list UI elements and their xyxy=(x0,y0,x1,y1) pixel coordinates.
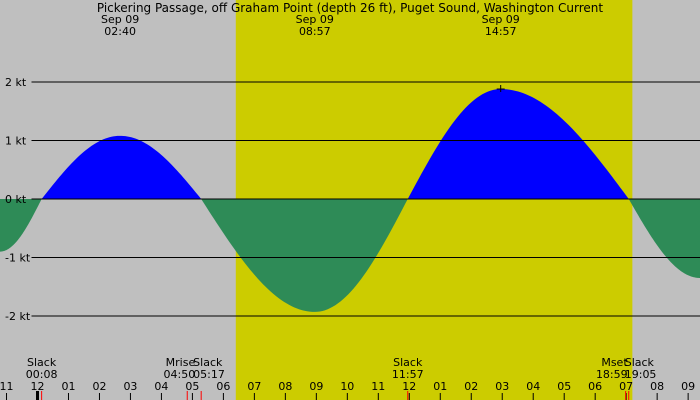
hour-tick-label: 12 xyxy=(31,380,45,393)
hour-tick-label: 01 xyxy=(433,380,447,393)
hour-tick-label: 01 xyxy=(61,380,75,393)
event-label: Slack xyxy=(625,356,655,369)
event-time-label: 18:59 xyxy=(596,368,628,381)
event-label: Slack xyxy=(393,356,423,369)
y-tick-label: 1 kt xyxy=(5,135,27,148)
hour-tick-label: 09 xyxy=(681,380,695,393)
hour-tick-label: 05 xyxy=(185,380,199,393)
y-tick-label: 2 kt xyxy=(5,76,27,89)
hour-tick-label: 06 xyxy=(216,380,230,393)
chart-title: Pickering Passage, off Graham Point (dep… xyxy=(97,1,604,15)
ebb-area xyxy=(628,199,700,278)
hour-tick-label: 08 xyxy=(650,380,664,393)
header-time-label: 14:57 xyxy=(485,25,517,38)
hour-tick-label: 02 xyxy=(92,380,106,393)
header-time-label: 02:40 xyxy=(104,25,136,38)
ebb-area xyxy=(201,199,408,312)
hour-tick-label: 12 xyxy=(402,380,416,393)
y-tick-label: 0 kt xyxy=(5,193,27,206)
hour-tick-label: 04 xyxy=(154,380,168,393)
hour-tick-label: 07 xyxy=(619,380,633,393)
hour-tick-label: 03 xyxy=(123,380,137,393)
hour-tick-label: 09 xyxy=(309,380,323,393)
y-tick-label: -2 kt xyxy=(5,310,31,323)
event-time-label: 19:05 xyxy=(625,368,657,381)
hour-tick-label: 04 xyxy=(526,380,540,393)
event-label: Mrise xyxy=(166,356,196,369)
hour-tick-label: 06 xyxy=(588,380,602,393)
flood-area xyxy=(407,89,629,199)
hour-tick-label: 11 xyxy=(0,380,14,393)
y-tick-label: -1 kt xyxy=(5,252,31,265)
hour-tick-label: 03 xyxy=(495,380,509,393)
hour-tick-label: 10 xyxy=(340,380,354,393)
event-time-label: 00:08 xyxy=(26,368,58,381)
hour-tick-label: 08 xyxy=(278,380,292,393)
event-time-label: 05:17 xyxy=(193,368,225,381)
hour-tick-label: 11 xyxy=(371,380,385,393)
event-time-label: 11:57 xyxy=(392,368,424,381)
hour-tick-label: 07 xyxy=(247,380,261,393)
event-label: Mset xyxy=(601,356,628,369)
hour-tick-label: 05 xyxy=(557,380,571,393)
ebb-area xyxy=(0,199,42,252)
header-time-label: 08:57 xyxy=(299,25,331,38)
hour-tick-label: 02 xyxy=(464,380,478,393)
header-date-label: Sep 09 xyxy=(101,13,139,26)
header-date-label: Sep 09 xyxy=(296,13,334,26)
event-label: Slack xyxy=(193,356,223,369)
event-time-label: 04:50 xyxy=(164,368,196,381)
header-date-label: Sep 09 xyxy=(482,13,520,26)
event-label: Slack xyxy=(27,356,57,369)
flood-area xyxy=(41,135,202,199)
